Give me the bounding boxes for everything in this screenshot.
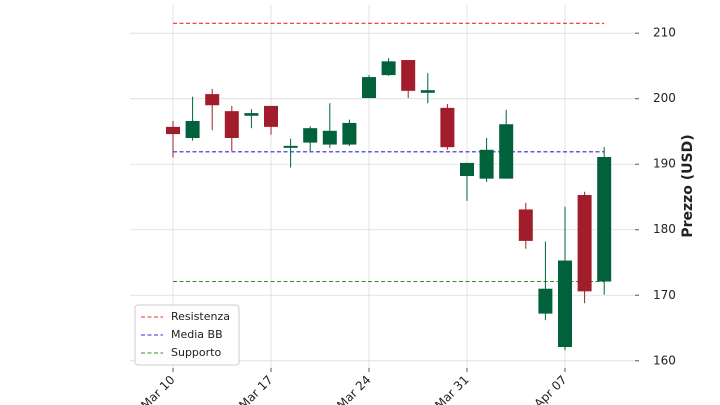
legend-label: Supporto xyxy=(171,346,221,359)
candle-body xyxy=(577,195,592,292)
candle-body xyxy=(224,111,239,139)
x-tick-label: Mar 17 xyxy=(236,373,275,405)
legend-label: Resistenza xyxy=(171,310,230,323)
candle-body xyxy=(362,77,376,99)
candle-body xyxy=(518,209,533,241)
y-tick-label: 200 xyxy=(653,91,676,105)
y-tick-label: 180 xyxy=(653,222,676,236)
candle-body xyxy=(381,61,396,76)
candle-body xyxy=(205,94,220,106)
candle-body xyxy=(244,113,259,116)
x-tick-label: Mar 24 xyxy=(334,373,373,405)
candle-body xyxy=(420,90,435,93)
y-tick-label: 170 xyxy=(653,288,676,302)
candle-body xyxy=(538,288,553,314)
y-tick-label: 160 xyxy=(653,353,676,367)
candle-body xyxy=(342,122,357,145)
x-tick-label: Mar 31 xyxy=(432,373,471,405)
candle-body xyxy=(479,149,494,179)
candle-body xyxy=(597,157,612,282)
y-tick-label: 190 xyxy=(653,157,676,171)
candle-body xyxy=(558,260,572,348)
candle-body xyxy=(303,128,318,143)
legend: Resistenza Media BB Supporto xyxy=(134,304,240,366)
candle-body xyxy=(322,130,337,145)
candle-body xyxy=(264,105,278,127)
candle-body xyxy=(185,120,200,139)
x-tick-label: Apr 07 xyxy=(532,373,570,405)
candle-body xyxy=(166,126,180,135)
candle-body xyxy=(460,162,474,177)
candle-body xyxy=(440,107,455,148)
legend-box xyxy=(134,304,240,366)
legend-label: Media BB xyxy=(171,328,223,341)
candle-body xyxy=(401,60,416,91)
y-tick-label: 210 xyxy=(653,26,676,40)
candle-body xyxy=(283,145,298,148)
y-axis-label: Prezzo (USD) xyxy=(680,134,696,237)
x-tick-label: Mar 10 xyxy=(138,373,177,405)
candle-body xyxy=(499,124,514,179)
grid xyxy=(130,5,635,368)
